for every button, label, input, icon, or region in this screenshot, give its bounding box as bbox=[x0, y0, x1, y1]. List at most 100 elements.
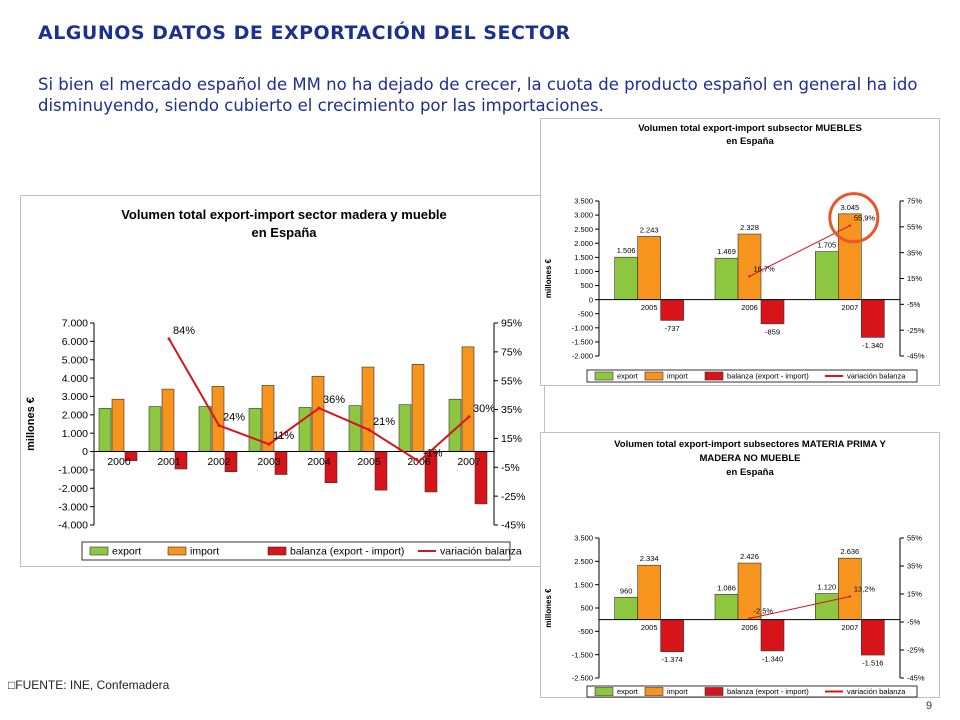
y2-tick-label: -5% bbox=[907, 300, 921, 309]
page-number: 9 bbox=[926, 700, 933, 712]
point-variacion bbox=[417, 460, 421, 464]
legend-label: balanza (export - import) bbox=[290, 546, 404, 558]
y2-tick-label: -45% bbox=[907, 674, 925, 683]
y-tick-label: 0 bbox=[589, 295, 593, 304]
bar-export bbox=[714, 257, 739, 300]
y-tick-label: 7.000 bbox=[62, 318, 88, 330]
data-label-export: 960 bbox=[620, 586, 633, 595]
line-label: 11% bbox=[273, 430, 294, 442]
x-tick-label: 2002 bbox=[207, 456, 231, 468]
bar-export bbox=[348, 405, 362, 452]
line-label: 13,2% bbox=[854, 585, 876, 594]
bar-balanza bbox=[760, 299, 785, 325]
chart-title: en España bbox=[726, 467, 774, 478]
y-tick-label: -2.500 bbox=[572, 674, 593, 683]
y-tick-label: 0 bbox=[82, 446, 88, 458]
point-variacion bbox=[267, 442, 271, 446]
y-tick-label: -2.000 bbox=[58, 483, 88, 495]
y-tick-label: -500 bbox=[578, 309, 593, 318]
x-tick-label: 2005 bbox=[357, 456, 381, 468]
y-tick-label: 6.000 bbox=[62, 336, 88, 348]
data-label-balanza: -737 bbox=[665, 324, 680, 333]
line-label: 84% bbox=[173, 325, 195, 337]
chart-frame bbox=[20, 195, 545, 567]
page-subtitle: Si bien el mercado español de MM no ha d… bbox=[38, 75, 918, 115]
x-tick-label: 2004 bbox=[307, 456, 331, 468]
data-label-import: 3.045 bbox=[840, 203, 859, 212]
legend-label: variación balanza bbox=[440, 546, 522, 558]
y-tick-label: 3.000 bbox=[62, 391, 88, 403]
y2-tick-label: 15% bbox=[907, 274, 922, 283]
y-tick-label: 3.500 bbox=[574, 197, 593, 206]
point-variacion bbox=[748, 275, 751, 278]
legend-label: export bbox=[112, 546, 141, 558]
data-label-import: 2.334 bbox=[640, 554, 659, 563]
data-label-import: 2.426 bbox=[740, 552, 759, 561]
bar-balanza bbox=[660, 619, 684, 653]
legend-swatch-import bbox=[644, 687, 664, 696]
y2-tick-label: 35% bbox=[501, 404, 522, 416]
page-title: ALGUNOS DATOS DE EXPORTACIÓN DEL SECTOR bbox=[38, 22, 571, 44]
y2-tick-label: 75% bbox=[907, 197, 922, 206]
legend-label: variación balanza bbox=[847, 372, 906, 381]
chart-title: Volumen total export-import subsector MU… bbox=[638, 123, 862, 134]
data-label-export: 1.120 bbox=[817, 583, 836, 592]
point-variacion bbox=[367, 428, 371, 432]
legend-swatch-import bbox=[644, 371, 664, 381]
data-label-balanza: -1.340 bbox=[762, 654, 783, 663]
y-tick-label: 3.500 bbox=[574, 534, 593, 543]
y-tick-label: 2.000 bbox=[574, 239, 593, 248]
data-label-export: 1.705 bbox=[817, 241, 836, 250]
data-label-export: 1.469 bbox=[717, 247, 736, 256]
bar-balanza bbox=[760, 619, 785, 652]
chart-title: en España bbox=[251, 225, 317, 240]
point-variacion bbox=[467, 415, 471, 419]
x-tick-label: 2006 bbox=[741, 623, 758, 632]
y-tick-label: -3.000 bbox=[58, 501, 88, 513]
line-label: 24% bbox=[223, 411, 245, 423]
data-label-balanza: -1.374 bbox=[662, 655, 683, 664]
x-tick-label: 2005 bbox=[641, 623, 658, 632]
chart-title: Volumen total export-import subsectores … bbox=[614, 439, 886, 450]
bar-export bbox=[248, 408, 262, 452]
x-tick-label: 2007 bbox=[457, 456, 481, 468]
bar-export bbox=[98, 408, 112, 452]
legend-box bbox=[586, 685, 918, 698]
y-tick-label: 5.000 bbox=[62, 354, 88, 366]
y-axis-label: millones € bbox=[544, 588, 553, 628]
y-tick-label: 500 bbox=[580, 604, 593, 613]
legend-box bbox=[586, 369, 918, 383]
point-variacion bbox=[317, 406, 321, 410]
bar-balanza bbox=[861, 299, 885, 338]
legend-box bbox=[81, 541, 511, 561]
y2-tick-label: -45% bbox=[907, 352, 925, 361]
source-text: FUENTE: INE, Confemadera bbox=[15, 678, 170, 692]
y-tick-label: -1.500 bbox=[572, 338, 593, 347]
y-tick-label: -500 bbox=[578, 627, 593, 636]
x-tick-label: 2001 bbox=[157, 456, 181, 468]
y-axis-label: millones € bbox=[544, 258, 553, 298]
bar-import bbox=[361, 366, 375, 452]
y2-tick-label: -5% bbox=[501, 462, 520, 474]
x-tick-label: 2005 bbox=[641, 303, 658, 312]
bar-balanza bbox=[861, 619, 885, 656]
legend-swatch-balanza bbox=[704, 687, 724, 696]
legend-swatch-import bbox=[167, 546, 187, 556]
y2-tick-label: 15% bbox=[501, 433, 522, 445]
bar-export bbox=[198, 406, 212, 452]
bar-export bbox=[614, 596, 638, 620]
legend-label: import bbox=[667, 372, 689, 381]
y-tick-label: -4.000 bbox=[58, 520, 88, 532]
line-label: 30% bbox=[473, 403, 495, 415]
legend-label: variación balanza bbox=[847, 687, 906, 696]
chart-materia: Volumen total export-import subsectores … bbox=[540, 432, 940, 698]
data-label-balanza: -859 bbox=[765, 327, 780, 336]
bar-import bbox=[161, 388, 175, 452]
x-tick-label: 2000 bbox=[107, 456, 131, 468]
bar-export bbox=[148, 406, 162, 452]
y2-tick-label: 55% bbox=[907, 222, 922, 231]
bar-export bbox=[714, 594, 739, 620]
chart-title: MADERA NO MUEBLE bbox=[700, 453, 801, 464]
y-tick-label: 2.500 bbox=[574, 557, 593, 566]
y2-tick-label: -25% bbox=[907, 326, 925, 335]
